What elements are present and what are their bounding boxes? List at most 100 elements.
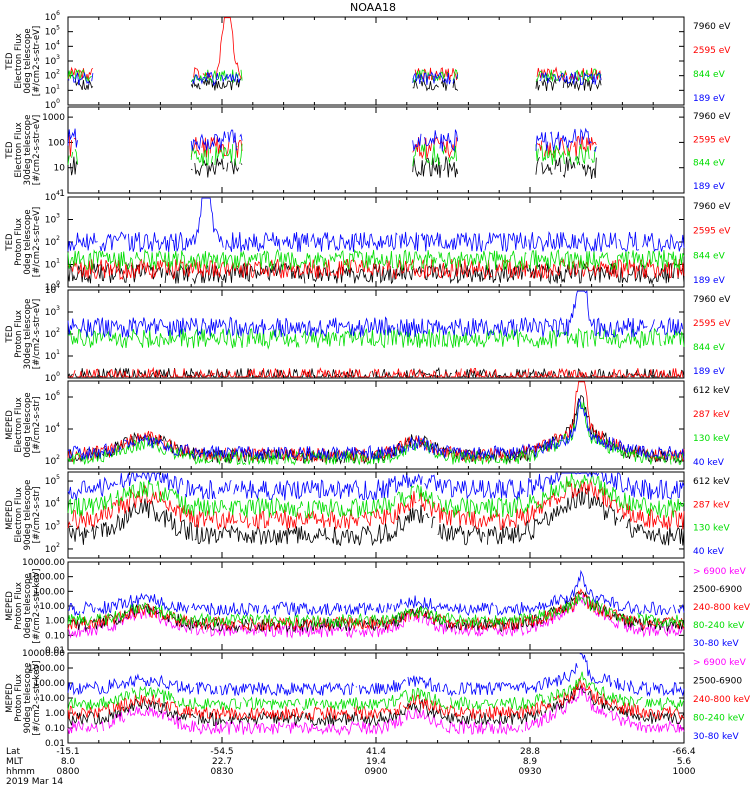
y-tick-label: 1.00 xyxy=(45,617,65,627)
legend-entry: > 6900 keV xyxy=(693,567,747,577)
y-tick-label: 104 xyxy=(45,422,60,435)
chart-title: NOAA18 xyxy=(350,1,396,14)
footer-value: 8.0 xyxy=(61,757,76,767)
y-axis-label: [#/cm2-s-str-eV] xyxy=(32,115,42,185)
y-tick-label: 102 xyxy=(45,235,60,248)
y-tick-label: 100.00 xyxy=(34,679,66,689)
series-trace-green xyxy=(67,248,685,272)
series-trace-magenta xyxy=(67,684,685,736)
series-trace-blue xyxy=(67,398,685,461)
y-tick-label: 100 xyxy=(45,371,60,384)
y-axis-label: 30deg telescope xyxy=(23,299,33,370)
series-trace-blue xyxy=(67,653,685,697)
y-axis-label: [#/cm2-s-str-eV] xyxy=(32,207,42,277)
y-axis-label: TED xyxy=(5,52,15,71)
panel-frame xyxy=(67,106,685,194)
footer-value: 0800 xyxy=(57,767,80,777)
legend-entry: 844 eV xyxy=(693,251,726,261)
series-trace-red xyxy=(67,258,685,281)
y-axis-label: TED xyxy=(5,325,15,344)
series-trace-red xyxy=(67,17,602,82)
series-trace-green xyxy=(67,68,602,84)
series-trace-blue xyxy=(67,71,602,87)
y-tick-label: 1 xyxy=(59,189,65,199)
y-tick-label: 103 xyxy=(45,54,60,67)
y-tick-label: 100 xyxy=(45,98,60,111)
footer-value: 0900 xyxy=(365,767,388,777)
y-axis-label: 90deg telescope xyxy=(23,480,33,551)
footer-row-label: hhmm xyxy=(6,767,35,777)
footer-row-label: MLT xyxy=(6,757,24,767)
y-tick-label: 0.10 xyxy=(45,631,65,641)
y-tick-label: 106 xyxy=(45,10,60,23)
footer-value: 0830 xyxy=(211,767,234,777)
y-tick-label: 102 xyxy=(45,542,60,555)
legend-entry: 80-240 keV xyxy=(693,714,745,724)
y-axis-label: [#/cm2-s-str] xyxy=(32,487,42,544)
footer-row-label: Lat xyxy=(6,747,21,757)
legend-entry: 240-800 keV xyxy=(693,695,750,705)
y-tick-label: 104 xyxy=(45,497,60,510)
y-axis-label: [#/cm2-s-str-keV] xyxy=(32,569,42,644)
y-axis-label: MEPED xyxy=(5,500,15,530)
y-axis-label: [#/cm2-s-str-keV] xyxy=(32,661,42,736)
y-axis-label: Proton Flux xyxy=(14,218,24,266)
y-tick-label: 1.00 xyxy=(45,709,65,719)
series-trace-red xyxy=(67,134,597,160)
y-tick-label: 103 xyxy=(45,519,60,532)
y-tick-label: 0.01 xyxy=(45,646,65,656)
y-tick-label: 105 xyxy=(45,474,60,487)
footer-value: 41.4 xyxy=(366,747,386,757)
legend-entry: 2500-6900 xyxy=(693,677,742,687)
y-tick-label: 105 xyxy=(45,25,60,38)
y-tick-label: 10.00 xyxy=(39,694,65,704)
y-tick-label: 102 xyxy=(45,327,60,340)
y-tick-label: 102 xyxy=(45,454,60,467)
y-tick-label: 1000 xyxy=(42,113,65,123)
y-tick-label: 101 xyxy=(45,349,60,362)
legend-entry: 287 keV xyxy=(693,410,730,420)
series-trace-green xyxy=(67,401,685,466)
legend-entry: 130 keV xyxy=(693,434,730,444)
panel-2: 1 10 100 1000 TED Electron Flux 30deg telescop… xyxy=(5,106,731,199)
y-axis-label: 30deg telescope xyxy=(23,115,33,186)
y-tick-label: 103 xyxy=(45,213,60,226)
y-tick-label: 10000.00 xyxy=(22,649,65,659)
series-trace-green xyxy=(67,143,596,167)
y-tick-label: 104 xyxy=(45,190,60,203)
series-trace-red xyxy=(67,479,685,531)
y-tick-label: 100 xyxy=(45,280,60,293)
panel-frame xyxy=(67,196,685,288)
y-axis-label: MEPED xyxy=(5,591,15,621)
y-tick-label: 10 xyxy=(54,164,66,174)
legend-entry: 30-80 keV xyxy=(693,639,739,649)
legend-entry: 612 keV xyxy=(693,477,730,487)
y-tick-label: 104 xyxy=(45,283,60,296)
y-axis-label: Proton Flux xyxy=(14,310,24,358)
y-tick-label: 10.00 xyxy=(39,602,65,612)
footer-value: 1000 xyxy=(673,767,696,777)
x-axis-footer: Lat -15.1 -54.5 41.4 28.8 -66.4 MLT 8.0 22.7 19.4… xyxy=(6,747,696,787)
legend-entry: 844 eV xyxy=(693,343,726,353)
panel-5: 102 104 106 MEPED Electron Flux 0deg telescop… xyxy=(5,380,730,470)
series-trace-black xyxy=(67,394,685,465)
series-trace-blue xyxy=(67,127,597,152)
y-axis-label: 0deg telescope xyxy=(23,209,33,274)
legend-entry: 80-240 keV xyxy=(693,621,745,631)
legend-entry: 844 eV xyxy=(693,159,726,169)
y-axis-label: Electron Flux xyxy=(14,487,24,542)
legend-entry: 7960 eV xyxy=(693,22,731,32)
legend-entry: 240-800 keV xyxy=(693,603,750,613)
footer-value: 22.7 xyxy=(212,757,232,767)
legend-entry: 612 keV xyxy=(693,386,730,396)
y-tick-label: 103 xyxy=(45,305,60,318)
footer-value: 19.4 xyxy=(366,757,386,767)
y-axis-label: Proton Flux xyxy=(14,582,24,630)
y-axis-label: [#/cm2-s-str-eV] xyxy=(32,299,42,369)
series-trace-black xyxy=(70,156,597,180)
legend-entry: 189 eV xyxy=(693,182,726,192)
series-trace-blue xyxy=(67,289,684,338)
footer-value: -54.5 xyxy=(210,747,233,757)
y-tick-label: 104 xyxy=(45,39,60,52)
